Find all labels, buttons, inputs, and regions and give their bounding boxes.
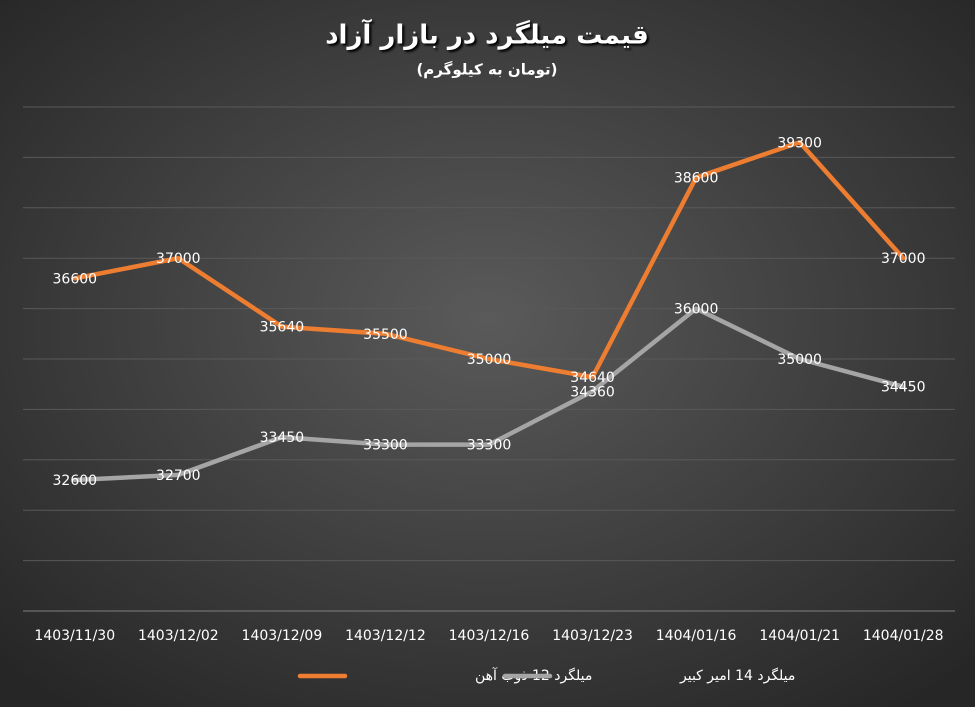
- x-tick-label: 1403/11/30: [34, 628, 115, 644]
- data-label: 35640: [260, 320, 305, 336]
- series-line: [72, 306, 906, 483]
- data-label: 33450: [260, 430, 305, 446]
- data-label: 34640: [570, 370, 615, 386]
- data-label: 34360: [570, 384, 615, 400]
- data-label: 35000: [777, 352, 822, 368]
- data-label: 33300: [467, 438, 512, 454]
- data-label: 36000: [674, 302, 719, 318]
- data-label: 33300: [363, 438, 408, 454]
- data-label: 35000: [467, 352, 512, 368]
- x-tick-label: 1403/12/12: [345, 628, 426, 644]
- data-label: 32700: [156, 468, 201, 484]
- data-label: 39300: [777, 135, 822, 151]
- data-label: 37000: [156, 251, 201, 267]
- data-label: 32600: [53, 473, 98, 489]
- x-tick-label: 1403/12/23: [552, 628, 633, 644]
- legend-label: میلگرد 14 امیر کبیر: [679, 667, 795, 684]
- data-label: 34450: [881, 380, 926, 396]
- x-tick-label: 1403/12/16: [449, 628, 530, 644]
- series-line: [72, 140, 906, 380]
- x-tick-label: 1403/12/02: [138, 628, 219, 644]
- data-label: 36600: [53, 271, 98, 287]
- x-tick-label: 1404/01/21: [759, 628, 840, 644]
- chart-subtitle: (تومان به کیلوگرم): [416, 61, 557, 79]
- chart-title: قیمت میلگرد در بازار آزاد: [325, 19, 649, 51]
- data-label: 37000: [881, 251, 926, 267]
- data-label: 38600: [674, 171, 719, 187]
- x-tick-label: 1403/12/09: [242, 628, 323, 644]
- data-label: 35500: [363, 327, 408, 343]
- x-tick-label: 1404/01/28: [863, 628, 944, 644]
- x-tick-label: 1404/01/16: [656, 628, 737, 644]
